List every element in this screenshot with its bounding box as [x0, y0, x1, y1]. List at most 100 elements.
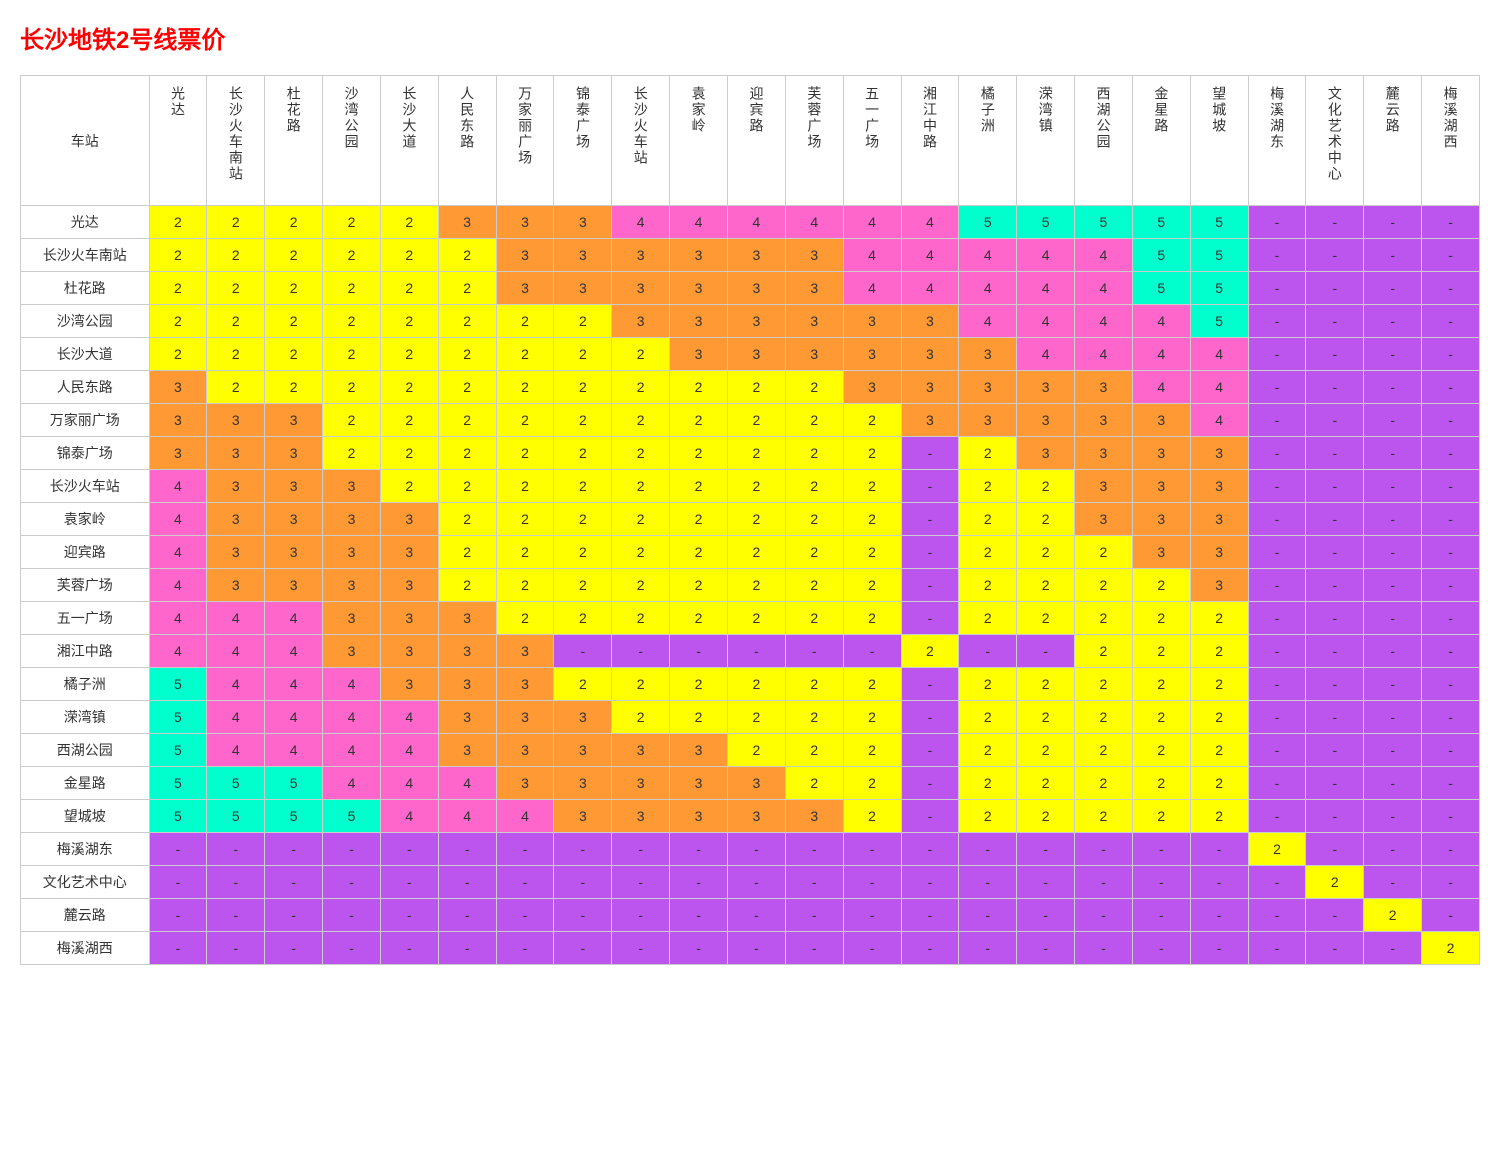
- fare-cell: -: [323, 932, 381, 965]
- fare-cell: -: [1190, 866, 1248, 899]
- row-header: 溁湾镇: [21, 701, 150, 734]
- fare-cell: 2: [1132, 701, 1190, 734]
- fare-cell: 3: [670, 800, 728, 833]
- header-row: 车站 光达长沙火车南站杜花路沙湾公园长沙大道人民东路万家丽广场锦泰广场长沙火车站…: [21, 76, 1480, 206]
- fare-cell: 2: [380, 437, 438, 470]
- table-row: 万家丽广场3332222222222333334----: [21, 404, 1480, 437]
- table-row: 迎宾路4333322222222-22233----: [21, 536, 1480, 569]
- fare-cell: 2: [785, 503, 843, 536]
- row-header: 沙湾公园: [21, 305, 150, 338]
- fare-cell: -: [1422, 701, 1480, 734]
- fare-cell: -: [1306, 272, 1364, 305]
- fare-cell: -: [727, 899, 785, 932]
- fare-cell: 2: [1017, 734, 1075, 767]
- fare-cell: 2: [843, 734, 901, 767]
- row-header: 麓云路: [21, 899, 150, 932]
- col-header-label: 锦泰广场: [574, 86, 592, 150]
- fare-cell: -: [785, 866, 843, 899]
- fare-cell: -: [1364, 404, 1422, 437]
- fare-cell: 2: [496, 569, 554, 602]
- fare-cell: -: [1422, 602, 1480, 635]
- fare-cell: -: [1248, 305, 1306, 338]
- fare-cell: 2: [727, 668, 785, 701]
- fare-cell: 2: [959, 536, 1017, 569]
- row-header: 人民东路: [21, 371, 150, 404]
- fare-cell: -: [1364, 206, 1422, 239]
- col-header: 锦泰广场: [554, 76, 612, 206]
- fare-cell: -: [727, 866, 785, 899]
- fare-cell: -: [1248, 767, 1306, 800]
- fare-cell: 2: [727, 536, 785, 569]
- col-header-label: 西湖公园: [1094, 86, 1112, 150]
- fare-cell: 2: [149, 338, 207, 371]
- fare-cell: 4: [612, 206, 670, 239]
- fare-cell: 3: [1017, 437, 1075, 470]
- fare-cell: 4: [901, 206, 959, 239]
- fare-cell: 3: [959, 338, 1017, 371]
- fare-cell: -: [1422, 833, 1480, 866]
- table-row: 光达2222233344444455555----: [21, 206, 1480, 239]
- col-header: 万家丽广场: [496, 76, 554, 206]
- fare-cell: -: [1364, 701, 1422, 734]
- fare-cell: 3: [380, 602, 438, 635]
- fare-cell: 3: [380, 569, 438, 602]
- fare-cell: 3: [1190, 569, 1248, 602]
- col-header-label: 梅溪湖东: [1268, 86, 1286, 150]
- table-row: 长沙火车站4333222222222-22333----: [21, 470, 1480, 503]
- fare-cell: 2: [901, 635, 959, 668]
- fare-cell: 4: [380, 701, 438, 734]
- fare-cell: -: [901, 866, 959, 899]
- fare-cell: -: [438, 866, 496, 899]
- fare-cell: 3: [323, 635, 381, 668]
- fare-cell: 2: [612, 569, 670, 602]
- fare-cell: 2: [727, 569, 785, 602]
- fare-cell: 3: [1132, 404, 1190, 437]
- fare-cell: 2: [670, 602, 728, 635]
- fare-cell: 2: [496, 404, 554, 437]
- fare-cell: 3: [1132, 437, 1190, 470]
- fare-cell: 2: [554, 470, 612, 503]
- table-row: 芙蓉广场4333322222222-22223----: [21, 569, 1480, 602]
- fare-cell: -: [1248, 899, 1306, 932]
- fare-cell: 2: [1075, 536, 1133, 569]
- fare-cell: 3: [323, 503, 381, 536]
- fare-cell: 3: [1132, 503, 1190, 536]
- fare-cell: 3: [207, 503, 265, 536]
- fare-cell: 2: [265, 305, 323, 338]
- fare-cell: 3: [1017, 404, 1075, 437]
- fare-cell: -: [1306, 569, 1364, 602]
- fare-cell: -: [1364, 536, 1422, 569]
- fare-cell: 3: [496, 734, 554, 767]
- fare-cell: 3: [670, 272, 728, 305]
- col-header-label: 望城坡: [1210, 86, 1228, 134]
- fare-cell: -: [727, 635, 785, 668]
- fare-cell: 2: [554, 569, 612, 602]
- fare-cell: -: [323, 899, 381, 932]
- fare-cell: -: [380, 866, 438, 899]
- fare-cell: 2: [1190, 800, 1248, 833]
- fare-cell: -: [1248, 602, 1306, 635]
- fare-cell: 3: [959, 404, 1017, 437]
- fare-cell: 5: [323, 800, 381, 833]
- fare-cell: -: [438, 899, 496, 932]
- table-row: 袁家岭4333322222222-22333----: [21, 503, 1480, 536]
- fare-cell: -: [1075, 866, 1133, 899]
- fare-cell: 2: [1190, 635, 1248, 668]
- fare-cell: -: [1422, 800, 1480, 833]
- fare-cell: -: [1306, 437, 1364, 470]
- col-header: 湘江中路: [901, 76, 959, 206]
- fare-cell: 4: [149, 536, 207, 569]
- table-row: 梅溪湖东-------------------2---: [21, 833, 1480, 866]
- fare-cell: 2: [843, 767, 901, 800]
- fare-cell: 2: [1306, 866, 1364, 899]
- fare-cell: 2: [1190, 734, 1248, 767]
- fare-cell: -: [265, 866, 323, 899]
- fare-cell: -: [959, 932, 1017, 965]
- fare-cell: 2: [323, 338, 381, 371]
- fare-cell: 2: [554, 338, 612, 371]
- fare-cell: 2: [670, 701, 728, 734]
- fare-cell: -: [1306, 635, 1364, 668]
- fare-cell: -: [1422, 569, 1480, 602]
- col-header: 文化艺术中心: [1306, 76, 1364, 206]
- fare-cell: -: [1306, 404, 1364, 437]
